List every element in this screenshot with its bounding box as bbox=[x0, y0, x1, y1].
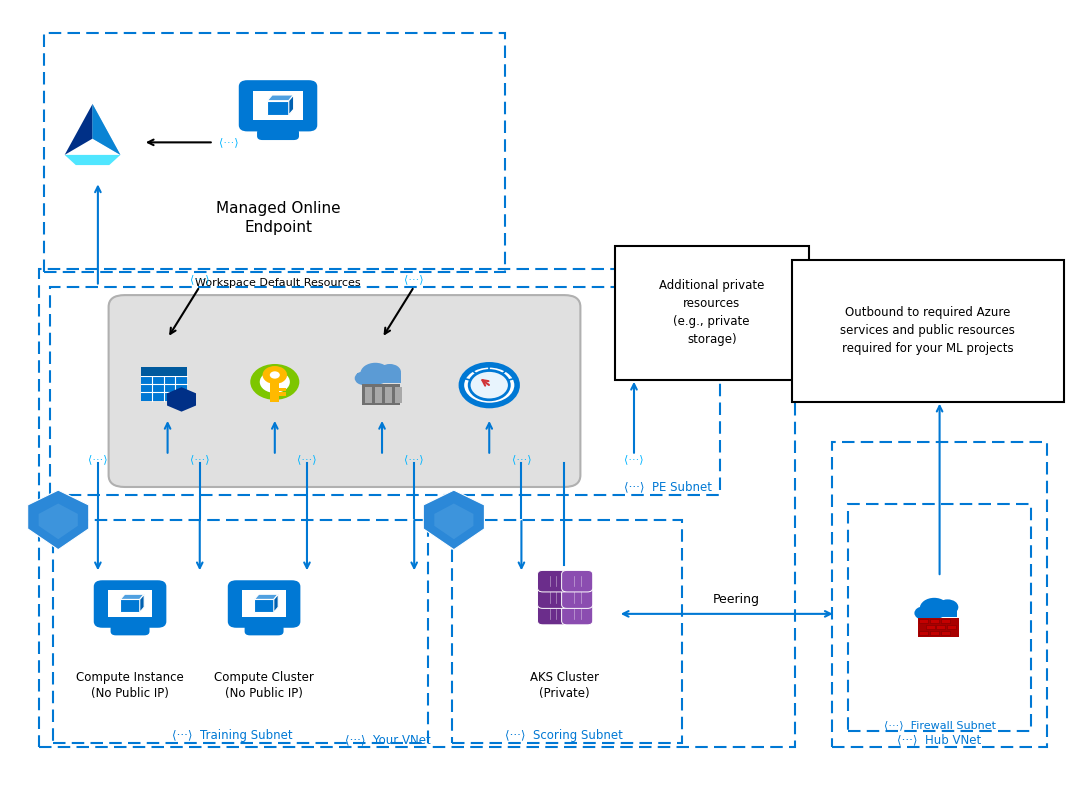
FancyBboxPatch shape bbox=[930, 630, 940, 635]
FancyBboxPatch shape bbox=[141, 367, 187, 401]
FancyBboxPatch shape bbox=[141, 367, 187, 376]
FancyBboxPatch shape bbox=[791, 260, 1064, 402]
Circle shape bbox=[469, 370, 510, 400]
FancyBboxPatch shape bbox=[94, 580, 167, 628]
Circle shape bbox=[260, 371, 290, 393]
Polygon shape bbox=[274, 594, 278, 612]
Polygon shape bbox=[289, 95, 293, 115]
FancyBboxPatch shape bbox=[930, 619, 940, 623]
Text: ⟨···⟩: ⟨···⟩ bbox=[404, 274, 424, 285]
FancyBboxPatch shape bbox=[280, 392, 286, 396]
Text: ⟨···⟩: ⟨···⟩ bbox=[219, 138, 239, 147]
FancyBboxPatch shape bbox=[538, 604, 569, 625]
Polygon shape bbox=[269, 125, 287, 134]
Text: ⟨···⟩: ⟨···⟩ bbox=[404, 454, 424, 465]
FancyBboxPatch shape bbox=[120, 600, 140, 612]
FancyBboxPatch shape bbox=[254, 90, 302, 119]
Text: ⟨···⟩: ⟨···⟩ bbox=[190, 454, 210, 465]
Polygon shape bbox=[120, 594, 144, 600]
Polygon shape bbox=[268, 95, 293, 101]
FancyBboxPatch shape bbox=[358, 373, 401, 383]
Polygon shape bbox=[121, 622, 138, 629]
Text: ⟨···⟩  Scoring Subnet: ⟨···⟩ Scoring Subnet bbox=[505, 729, 623, 742]
FancyBboxPatch shape bbox=[242, 590, 286, 617]
Text: ⟨···⟩: ⟨···⟩ bbox=[297, 454, 317, 465]
FancyBboxPatch shape bbox=[919, 619, 929, 623]
Circle shape bbox=[360, 363, 390, 385]
FancyBboxPatch shape bbox=[941, 630, 950, 635]
Text: ⟨···⟩  Firewall Subnet: ⟨···⟩ Firewall Subnet bbox=[884, 721, 995, 730]
Polygon shape bbox=[140, 594, 144, 612]
FancyBboxPatch shape bbox=[918, 608, 957, 617]
Text: ⟨···⟩: ⟨···⟩ bbox=[625, 454, 644, 465]
Text: ⟨···⟩: ⟨···⟩ bbox=[190, 274, 210, 285]
Polygon shape bbox=[64, 155, 120, 165]
Text: ⟨···⟩  Training Subnet: ⟨···⟩ Training Subnet bbox=[172, 729, 292, 742]
Text: Compute Instance
(No Public IP): Compute Instance (No Public IP) bbox=[76, 671, 184, 700]
FancyBboxPatch shape bbox=[615, 246, 808, 380]
FancyBboxPatch shape bbox=[245, 624, 284, 635]
Polygon shape bbox=[167, 387, 196, 412]
FancyBboxPatch shape bbox=[366, 387, 372, 403]
Text: Outbound to required Azure
services and public resources
required for your ML pr: Outbound to required Azure services and … bbox=[841, 307, 1015, 355]
Circle shape bbox=[262, 366, 287, 384]
FancyBboxPatch shape bbox=[936, 625, 946, 629]
FancyBboxPatch shape bbox=[228, 580, 300, 628]
FancyBboxPatch shape bbox=[255, 600, 274, 612]
Circle shape bbox=[270, 371, 280, 379]
FancyBboxPatch shape bbox=[239, 80, 317, 131]
FancyBboxPatch shape bbox=[111, 624, 149, 635]
Polygon shape bbox=[434, 504, 473, 539]
FancyBboxPatch shape bbox=[109, 295, 581, 487]
FancyBboxPatch shape bbox=[362, 384, 400, 405]
Text: ⟨···⟩  Your VNet: ⟨···⟩ Your VNet bbox=[344, 733, 430, 746]
Text: Workspace Default Resources: Workspace Default Resources bbox=[196, 278, 361, 288]
Text: AKS Cluster
(Private): AKS Cluster (Private) bbox=[530, 671, 599, 700]
Circle shape bbox=[378, 364, 401, 380]
Polygon shape bbox=[39, 504, 77, 539]
FancyBboxPatch shape bbox=[947, 625, 956, 629]
FancyBboxPatch shape bbox=[257, 129, 299, 140]
Polygon shape bbox=[92, 104, 120, 155]
Polygon shape bbox=[255, 594, 278, 600]
Text: ⟨···⟩: ⟨···⟩ bbox=[512, 454, 531, 465]
FancyBboxPatch shape bbox=[385, 387, 392, 403]
FancyBboxPatch shape bbox=[926, 625, 935, 629]
Text: Compute Cluster
(No Public IP): Compute Cluster (No Public IP) bbox=[214, 671, 314, 700]
FancyBboxPatch shape bbox=[280, 387, 286, 391]
Text: Peering: Peering bbox=[713, 593, 759, 606]
FancyBboxPatch shape bbox=[919, 630, 929, 635]
FancyBboxPatch shape bbox=[270, 383, 280, 402]
FancyBboxPatch shape bbox=[941, 619, 950, 623]
FancyBboxPatch shape bbox=[561, 587, 592, 608]
Circle shape bbox=[250, 364, 299, 400]
FancyBboxPatch shape bbox=[268, 101, 289, 115]
Polygon shape bbox=[92, 104, 120, 155]
Circle shape bbox=[915, 607, 933, 619]
Text: ⟨···⟩  Hub VNet: ⟨···⟩ Hub VNet bbox=[898, 733, 981, 746]
FancyBboxPatch shape bbox=[561, 571, 592, 592]
Text: Managed Online
Endpoint: Managed Online Endpoint bbox=[216, 201, 341, 235]
FancyBboxPatch shape bbox=[538, 587, 569, 608]
FancyBboxPatch shape bbox=[561, 604, 592, 625]
FancyBboxPatch shape bbox=[538, 571, 569, 592]
FancyBboxPatch shape bbox=[108, 590, 153, 617]
Polygon shape bbox=[424, 490, 485, 549]
FancyBboxPatch shape bbox=[375, 387, 382, 403]
Polygon shape bbox=[256, 622, 272, 629]
Text: ⟨···⟩  PE Subnet: ⟨···⟩ PE Subnet bbox=[625, 480, 713, 494]
Text: Additional private
resources
(e.g., private
storage): Additional private resources (e.g., priv… bbox=[659, 279, 764, 346]
Polygon shape bbox=[64, 104, 92, 155]
Circle shape bbox=[461, 365, 517, 406]
Circle shape bbox=[920, 598, 949, 619]
Circle shape bbox=[937, 600, 958, 615]
Circle shape bbox=[355, 371, 374, 385]
FancyBboxPatch shape bbox=[396, 387, 402, 403]
Polygon shape bbox=[28, 490, 89, 549]
Text: ⟨···⟩: ⟨···⟩ bbox=[88, 454, 108, 465]
FancyBboxPatch shape bbox=[918, 618, 959, 637]
